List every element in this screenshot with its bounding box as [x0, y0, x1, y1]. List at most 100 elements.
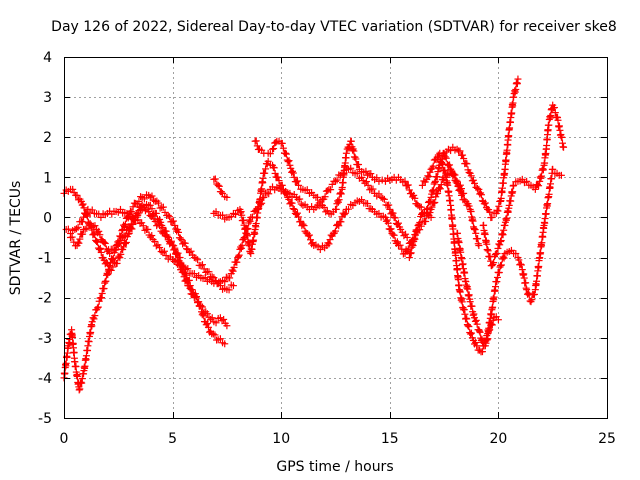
data-point	[138, 219, 146, 227]
data-point	[364, 171, 372, 179]
data-point	[423, 205, 431, 213]
data-point	[333, 176, 341, 184]
data-point	[514, 75, 522, 83]
data-point	[192, 293, 200, 301]
data-point	[74, 223, 82, 231]
data-point	[156, 244, 164, 252]
data-point	[270, 164, 278, 172]
data-point	[144, 225, 152, 233]
data-point	[442, 154, 450, 162]
data-point	[152, 209, 160, 217]
data-point	[189, 289, 197, 297]
data-point	[364, 181, 372, 189]
data-point	[126, 224, 134, 232]
data-point	[237, 243, 245, 251]
data-point	[332, 205, 340, 213]
data-point	[314, 193, 322, 201]
data-point	[430, 186, 438, 194]
data-point	[164, 211, 172, 219]
data-point	[292, 178, 300, 186]
data-point	[479, 342, 487, 350]
data-point	[229, 282, 237, 290]
data-point	[373, 174, 381, 182]
data-point	[75, 386, 83, 394]
data-point	[430, 199, 438, 207]
data-point	[208, 273, 216, 281]
data-point	[471, 226, 479, 234]
data-point	[472, 316, 480, 324]
data-point	[493, 278, 501, 286]
data-point	[460, 196, 468, 204]
data-point	[283, 190, 291, 198]
data-point	[182, 276, 190, 284]
data-point	[98, 294, 106, 302]
data-point	[225, 286, 233, 294]
data-point	[266, 150, 274, 158]
data-point	[300, 222, 308, 230]
data-point	[109, 263, 117, 271]
data-point	[499, 231, 507, 239]
data-point	[205, 268, 213, 276]
data-point	[285, 157, 293, 165]
x-tick-label: 0	[60, 431, 69, 447]
data-point	[295, 181, 303, 189]
data-point	[350, 147, 358, 155]
data-point	[380, 195, 388, 203]
data-point	[290, 173, 298, 181]
data-point	[83, 210, 91, 218]
data-point	[121, 240, 129, 248]
data-point	[347, 164, 355, 172]
data-point	[394, 219, 402, 227]
data-point	[545, 190, 553, 198]
data-point	[396, 241, 404, 249]
data-point	[472, 339, 480, 347]
data-point	[441, 153, 449, 161]
data-point	[347, 137, 355, 145]
data-point	[431, 177, 439, 185]
data-point	[113, 259, 121, 267]
y-tick-label: 4	[43, 50, 52, 66]
data-point	[135, 197, 143, 205]
data-point	[408, 243, 416, 251]
data-point	[164, 234, 172, 241]
data-point	[474, 235, 482, 243]
data-point	[203, 310, 211, 318]
data-point	[166, 213, 174, 221]
data-point	[493, 206, 501, 214]
data-point	[433, 173, 441, 181]
data-point	[73, 372, 81, 380]
data-point	[403, 234, 411, 241]
data-point	[422, 217, 430, 225]
data-point	[161, 208, 169, 216]
data-point	[222, 273, 230, 281]
data-point	[159, 203, 167, 211]
data-point	[472, 229, 480, 237]
data-point	[245, 219, 253, 227]
data-point	[208, 314, 216, 322]
x-tick-label: 5	[168, 431, 177, 447]
data-point	[229, 267, 237, 275]
data-point	[299, 220, 307, 228]
data-point	[467, 329, 475, 337]
data-point	[355, 161, 363, 169]
data-point	[78, 379, 86, 387]
data-point	[303, 186, 311, 194]
data-point	[438, 159, 446, 167]
data-point	[416, 219, 424, 227]
data-point	[78, 375, 86, 383]
data-point	[411, 235, 419, 243]
data-point	[410, 191, 418, 199]
data-point	[88, 223, 96, 231]
data-point	[81, 225, 89, 233]
y-tick-label: -5	[38, 411, 52, 427]
data-point	[326, 236, 334, 244]
data-point	[186, 284, 194, 292]
data-point	[332, 177, 339, 185]
data-point	[148, 205, 156, 213]
data-point	[473, 342, 481, 350]
data-point	[162, 227, 170, 235]
data-point	[104, 267, 112, 275]
data-point	[240, 235, 248, 243]
data-point	[215, 182, 223, 190]
data-point	[498, 230, 506, 238]
